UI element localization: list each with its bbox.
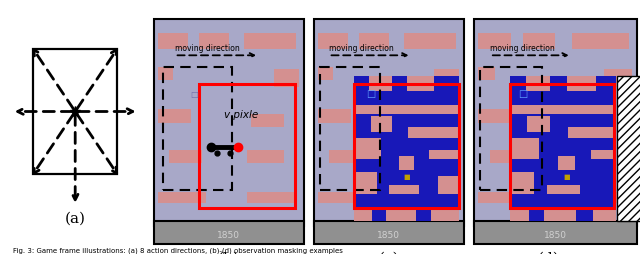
Bar: [154, 221, 304, 244]
Bar: [354, 76, 460, 221]
Bar: [604, 70, 632, 87]
Bar: [354, 105, 460, 114]
Bar: [412, 114, 444, 128]
Bar: [389, 186, 419, 195]
Bar: [318, 34, 348, 49]
Text: (c): (c): [378, 250, 399, 254]
Bar: [479, 110, 515, 123]
Bar: [354, 139, 381, 159]
Bar: [593, 208, 616, 221]
Text: ■: ■: [404, 174, 410, 180]
Text: ■: ■: [563, 174, 570, 180]
Bar: [247, 193, 295, 204]
Bar: [318, 67, 333, 81]
Bar: [575, 150, 616, 163]
Bar: [354, 208, 372, 221]
Text: □: □: [190, 90, 198, 99]
Text: v pixle: v pixle: [224, 109, 258, 119]
Bar: [329, 150, 362, 163]
Bar: [509, 85, 614, 208]
Bar: [407, 193, 455, 204]
Bar: [33, 50, 117, 174]
Bar: [522, 34, 555, 49]
Bar: [474, 221, 637, 244]
Text: (d): (d): [538, 250, 559, 254]
Bar: [566, 76, 596, 92]
Bar: [359, 34, 389, 49]
Bar: [580, 114, 616, 128]
Bar: [244, 34, 296, 49]
Bar: [509, 105, 616, 114]
Bar: [318, 193, 366, 204]
Bar: [527, 116, 550, 132]
Text: □: □: [366, 89, 376, 99]
Bar: [354, 85, 460, 208]
Bar: [591, 150, 616, 159]
Bar: [158, 67, 173, 81]
Bar: [252, 114, 284, 128]
Bar: [404, 34, 456, 49]
Bar: [434, 70, 460, 87]
Text: □: □: [518, 89, 527, 99]
Bar: [479, 34, 511, 49]
Bar: [354, 172, 377, 195]
Bar: [490, 150, 526, 163]
Bar: [169, 150, 202, 163]
Bar: [526, 76, 550, 92]
Bar: [369, 76, 392, 92]
Bar: [544, 210, 577, 221]
Bar: [158, 34, 188, 49]
Bar: [509, 76, 616, 221]
Bar: [572, 34, 628, 49]
Bar: [480, 67, 542, 190]
Text: (b): (b): [218, 250, 239, 254]
Bar: [158, 110, 191, 123]
Bar: [509, 172, 534, 195]
Bar: [547, 186, 580, 195]
Bar: [479, 193, 531, 204]
Text: Fig. 3: Game frame illustrations: (a) 8 action directions, (b)-(d) observation m: Fig. 3: Game frame illustrations: (a) 8 …: [13, 246, 342, 253]
Bar: [559, 157, 575, 170]
Bar: [386, 210, 416, 221]
Bar: [399, 157, 414, 170]
Bar: [479, 67, 495, 81]
Bar: [575, 193, 627, 204]
Bar: [407, 76, 434, 92]
Bar: [568, 128, 616, 139]
Bar: [509, 208, 529, 221]
Bar: [247, 150, 284, 163]
Text: (a): (a): [65, 211, 86, 225]
Bar: [371, 116, 392, 132]
Bar: [318, 110, 351, 123]
Bar: [314, 221, 464, 244]
Bar: [438, 177, 460, 195]
Bar: [431, 208, 460, 221]
Text: moving direction: moving direction: [175, 44, 239, 53]
Bar: [198, 85, 295, 208]
Bar: [408, 128, 460, 139]
Bar: [158, 193, 206, 204]
Bar: [617, 76, 640, 221]
Bar: [274, 70, 300, 87]
Text: 1850: 1850: [378, 230, 400, 239]
Text: moving direction: moving direction: [329, 44, 394, 53]
Bar: [429, 150, 460, 159]
Bar: [509, 139, 539, 159]
Text: 1850: 1850: [544, 230, 566, 239]
Text: moving direction: moving direction: [490, 44, 555, 53]
Text: 1850: 1850: [218, 230, 240, 239]
Bar: [198, 34, 229, 49]
Bar: [163, 67, 232, 190]
Bar: [319, 67, 380, 190]
Bar: [407, 150, 444, 163]
